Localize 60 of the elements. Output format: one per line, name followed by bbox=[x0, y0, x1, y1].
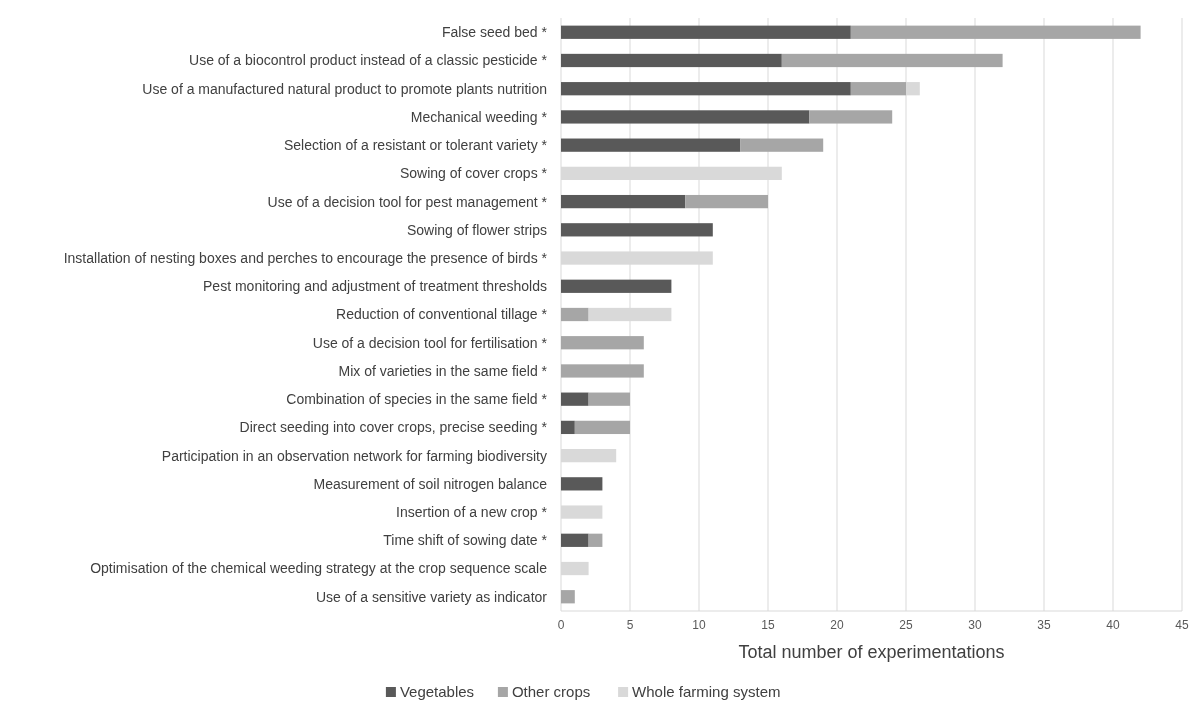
x-tick-label: 35 bbox=[1037, 618, 1051, 632]
bar bbox=[588, 392, 630, 406]
y-tick-label: Sowing of cover crops * bbox=[399, 165, 548, 182]
y-tick-label: False seed bed * bbox=[441, 24, 548, 41]
y-tick-label: Mechanical weeding * bbox=[410, 108, 548, 125]
x-tick-label: 45 bbox=[1175, 618, 1189, 632]
x-tick-label: 0 bbox=[557, 618, 565, 632]
bar bbox=[561, 138, 741, 152]
bar bbox=[850, 82, 906, 96]
y-tick-label: Optimisation of the chemical weeding strategy at the crop sequence scale bbox=[90, 560, 548, 577]
bar bbox=[809, 110, 893, 124]
bar bbox=[740, 138, 824, 152]
bar bbox=[588, 533, 603, 547]
bar bbox=[561, 590, 575, 604]
bar bbox=[685, 194, 768, 209]
bar bbox=[561, 364, 644, 378]
legend-label: Other crops bbox=[511, 683, 591, 700]
bar bbox=[561, 392, 589, 406]
y-tick-label: Installation of nesting boxes and perches to encourage the presence of birds * bbox=[63, 249, 548, 266]
y-tick-label: Measurement of soil nitrogen balance bbox=[313, 475, 548, 492]
x-tick-label: 40 bbox=[1106, 618, 1120, 632]
x-tick-label: 20 bbox=[830, 618, 844, 632]
y-tick-label: Insertion of a new crop * bbox=[396, 503, 548, 520]
y-tick-label: Pest monitoring and adjustment of treatment thresholds bbox=[203, 278, 547, 295]
y-tick-label: Use of a decision tool for fertilisation * bbox=[312, 334, 548, 351]
bar bbox=[561, 82, 851, 96]
y-tick-label: Sowing of flower strips bbox=[406, 221, 547, 238]
bar bbox=[561, 25, 851, 39]
x-axis-title: Total number of experimentations bbox=[738, 642, 1005, 662]
y-tick-label: Use of a sensitive variety as indicator bbox=[315, 588, 548, 605]
y-tick-label: Use of a decision tool for pest management * bbox=[267, 193, 548, 210]
y-tick-label: Direct seeding into cover crops, precise seeding * bbox=[239, 419, 548, 436]
bar bbox=[561, 420, 575, 435]
bar bbox=[561, 307, 589, 322]
bar bbox=[561, 336, 644, 350]
y-tick-label: Use of a manufactured natural product to promote plants nutrition bbox=[142, 80, 547, 97]
x-tick-label: 25 bbox=[899, 618, 913, 632]
y-tick-label: Reduction of conventional tillage * bbox=[336, 306, 548, 323]
bar bbox=[561, 477, 603, 491]
y-tick-label: Combination of species in the same field * bbox=[286, 391, 548, 408]
x-tick-label: 10 bbox=[692, 618, 706, 632]
x-tick-label: 15 bbox=[761, 618, 775, 632]
bar bbox=[561, 194, 686, 209]
bar bbox=[561, 533, 589, 547]
y-tick-label: Time shift of sowing date * bbox=[383, 532, 548, 549]
bar bbox=[561, 223, 713, 237]
bar bbox=[561, 110, 810, 124]
bar bbox=[561, 53, 782, 68]
bar bbox=[781, 53, 1003, 68]
bar bbox=[574, 420, 630, 435]
bar bbox=[850, 25, 1141, 39]
legend-label: Whole farming system bbox=[632, 683, 781, 700]
legend-label: Vegetables bbox=[399, 683, 475, 700]
x-tick-label: 30 bbox=[968, 618, 982, 632]
y-tick-label: Selection of a resistant or tolerant variety * bbox=[283, 137, 548, 154]
bar bbox=[561, 279, 672, 293]
y-tick-label: Use of a biocontrol product instead of a classic pesticide * bbox=[189, 52, 548, 69]
y-tick-label: Participation in an observation network for farming biodiversity bbox=[161, 447, 547, 464]
x-tick-label: 5 bbox=[626, 618, 634, 632]
y-tick-label: Mix of varieties in the same field * bbox=[338, 362, 548, 379]
